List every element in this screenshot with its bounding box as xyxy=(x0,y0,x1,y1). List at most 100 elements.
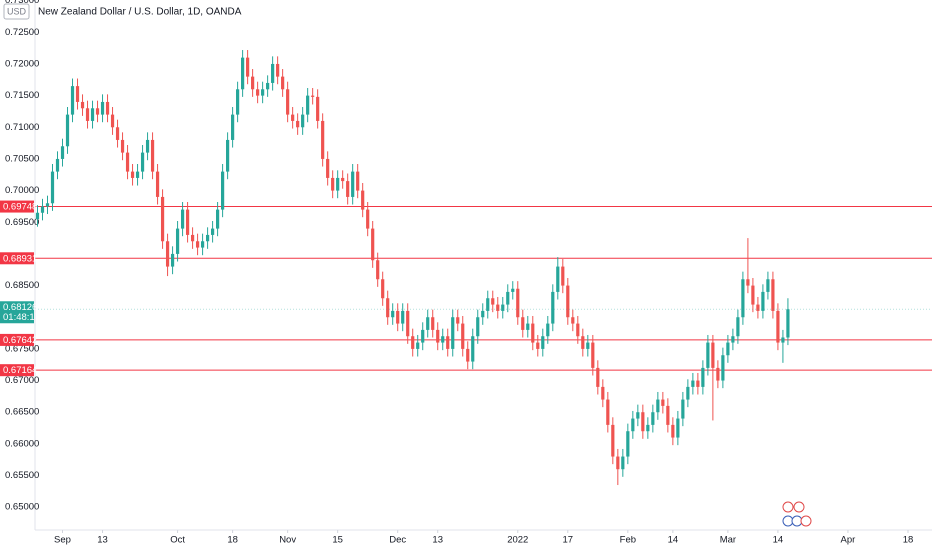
candle-body xyxy=(366,209,370,229)
candle-body xyxy=(461,323,465,349)
candle-body xyxy=(216,209,220,229)
candle-body xyxy=(251,76,255,90)
candle-body xyxy=(486,298,490,311)
candle-body xyxy=(205,234,210,242)
candle-body xyxy=(316,96,320,121)
candle-body xyxy=(626,431,630,457)
x-tick-label: Dec xyxy=(389,535,406,546)
candle-body xyxy=(696,380,700,387)
candle-body xyxy=(691,380,695,387)
candle-body xyxy=(401,310,405,324)
candle-body xyxy=(441,336,445,343)
candle-body xyxy=(756,304,760,311)
event-icons[interactable] xyxy=(782,501,812,527)
x-tick-label: Apr xyxy=(841,535,856,546)
candle-body xyxy=(506,291,510,305)
candle-body xyxy=(556,266,560,292)
candle-body xyxy=(706,342,710,368)
candle-body xyxy=(761,291,765,311)
candle-body xyxy=(246,57,250,77)
candle-body xyxy=(351,171,355,197)
candle-body xyxy=(601,386,605,400)
candle-body xyxy=(95,108,100,115)
y-tick-label: 0.70000 xyxy=(5,185,39,196)
candle-body xyxy=(636,412,640,419)
candle-body xyxy=(391,310,395,318)
y-tick-label: 0.67500 xyxy=(5,343,39,354)
x-tick-label: 17 xyxy=(563,535,574,546)
candle-body xyxy=(686,386,690,400)
candle-body xyxy=(581,336,585,349)
candle-body xyxy=(180,209,185,229)
candle-body xyxy=(526,323,530,330)
candle-body xyxy=(125,152,130,172)
event-icon[interactable] xyxy=(782,501,794,513)
candle-body xyxy=(736,317,740,337)
candle-body xyxy=(386,298,390,318)
candle-body xyxy=(331,177,335,191)
y-tick-label: 0.66000 xyxy=(5,438,39,449)
candle-body xyxy=(105,101,110,115)
event-icon[interactable] xyxy=(793,501,805,513)
candle-body xyxy=(411,336,415,349)
candle-body xyxy=(786,309,790,338)
candle-body xyxy=(301,114,305,128)
candle-body xyxy=(726,342,730,356)
candle-body xyxy=(611,424,615,457)
candle-body xyxy=(110,114,115,128)
level-tag xyxy=(0,252,34,265)
candle-body xyxy=(561,266,565,286)
x-tick-label: 14 xyxy=(773,535,784,546)
candle-body xyxy=(586,342,590,349)
candle-body xyxy=(296,120,300,128)
y-tick-label: 0.71500 xyxy=(5,90,39,101)
candle-body xyxy=(671,424,675,438)
y-tick-label: 0.65000 xyxy=(5,502,39,513)
candle-body xyxy=(381,279,385,299)
candle-body xyxy=(115,127,120,140)
candle-body xyxy=(471,336,475,362)
candle-body xyxy=(100,101,105,115)
candle-body xyxy=(271,63,275,83)
last-price-label: 0.68126 xyxy=(3,302,37,313)
candle-body xyxy=(85,108,90,121)
candle-body xyxy=(641,412,645,432)
candle-body xyxy=(421,329,425,343)
level-label: 0.67642 xyxy=(3,335,37,346)
level-tag xyxy=(0,364,34,377)
level-tag xyxy=(0,333,34,346)
candle-body xyxy=(341,177,345,182)
candle-body xyxy=(491,298,495,305)
x-tick-label: 14 xyxy=(668,535,679,546)
candle-body xyxy=(426,317,430,330)
candle-body xyxy=(45,203,50,207)
candle-body xyxy=(276,63,280,77)
candle-body xyxy=(195,241,200,248)
axes xyxy=(34,0,932,531)
candle-body xyxy=(536,342,540,349)
candle-body xyxy=(431,317,435,330)
candle-body xyxy=(676,418,680,438)
candle-body xyxy=(261,89,265,96)
candle-body xyxy=(291,114,295,121)
candle-body xyxy=(120,139,125,153)
candle-body xyxy=(731,336,735,343)
candle-body xyxy=(346,181,350,197)
candle-body xyxy=(466,348,470,362)
candle-body xyxy=(741,279,745,318)
countdown-label: 01:48:17 xyxy=(3,312,40,323)
currency-badge[interactable] xyxy=(3,3,30,20)
candle-body xyxy=(376,260,380,280)
candle-body xyxy=(361,190,365,210)
candle-body xyxy=(226,139,230,172)
candle-body xyxy=(160,196,165,242)
candle-body xyxy=(175,228,180,254)
candle-body xyxy=(596,367,600,387)
candle-body xyxy=(70,86,75,115)
candle-body xyxy=(336,177,340,191)
event-icon[interactable] xyxy=(800,515,812,527)
candle-body xyxy=(476,317,480,337)
candle-body xyxy=(55,158,60,172)
candle-body xyxy=(170,253,175,267)
